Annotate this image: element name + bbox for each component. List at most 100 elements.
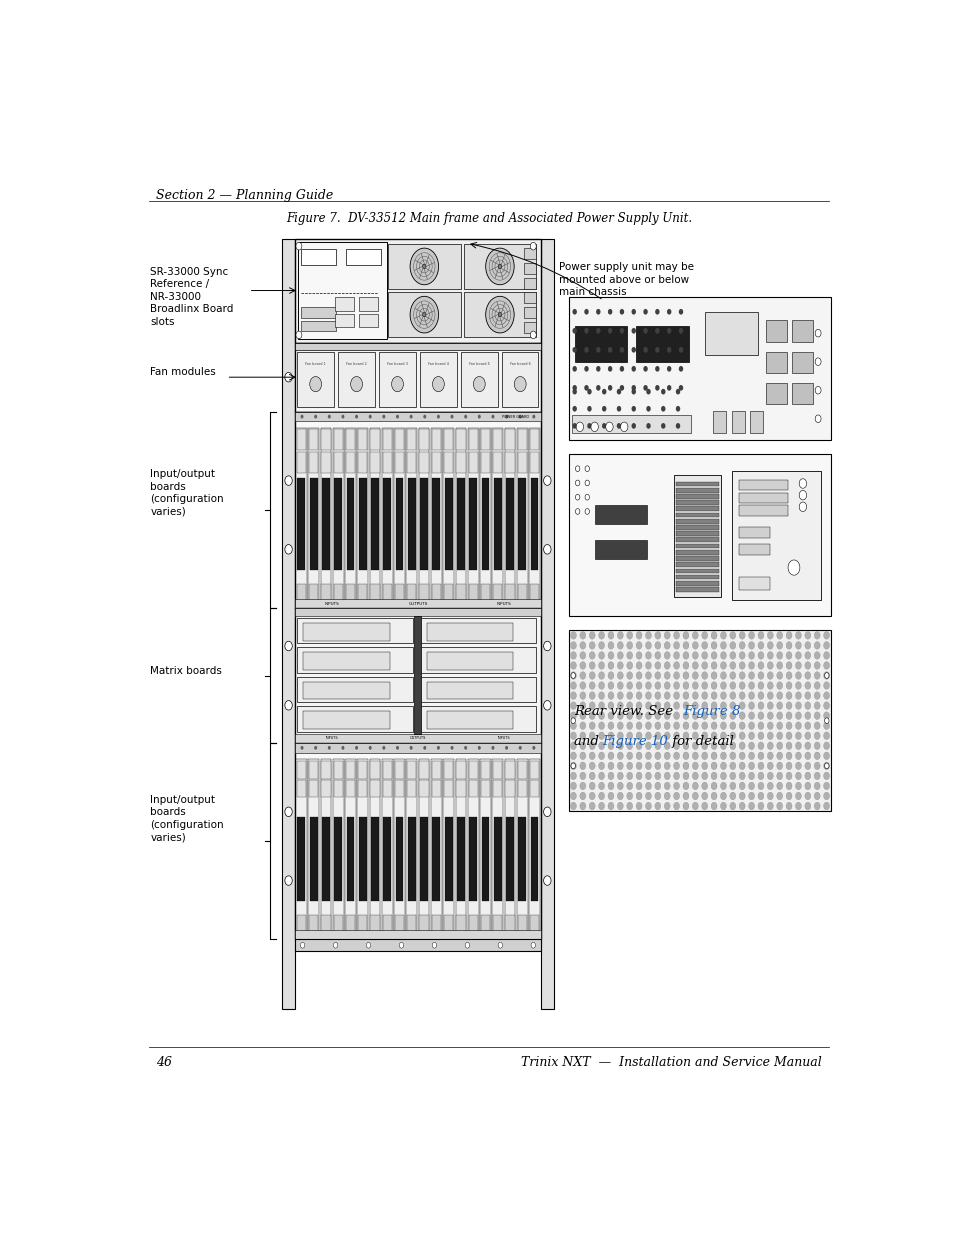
Bar bbox=[494, 478, 501, 569]
Bar bbox=[493, 429, 502, 450]
Circle shape bbox=[497, 312, 501, 317]
Circle shape bbox=[626, 752, 632, 760]
Circle shape bbox=[748, 672, 754, 679]
Circle shape bbox=[295, 242, 301, 249]
Circle shape bbox=[739, 682, 744, 689]
Circle shape bbox=[504, 415, 508, 419]
Circle shape bbox=[710, 711, 717, 720]
Bar bbox=[501, 352, 537, 408]
Circle shape bbox=[663, 672, 669, 679]
Circle shape bbox=[785, 722, 791, 730]
Circle shape bbox=[572, 347, 577, 353]
Circle shape bbox=[682, 682, 688, 689]
Circle shape bbox=[596, 366, 599, 372]
Circle shape bbox=[570, 662, 576, 669]
Circle shape bbox=[626, 803, 632, 810]
Circle shape bbox=[710, 662, 717, 669]
Circle shape bbox=[436, 415, 439, 419]
Bar bbox=[676, 494, 718, 499]
Circle shape bbox=[766, 722, 773, 730]
Circle shape bbox=[607, 711, 614, 720]
Circle shape bbox=[579, 682, 585, 689]
Bar bbox=[297, 618, 413, 643]
Circle shape bbox=[382, 746, 385, 750]
Bar bbox=[335, 298, 355, 311]
Text: Input/output
boards
(configuration
varies): Input/output boards (configuration varie… bbox=[151, 795, 224, 842]
Circle shape bbox=[485, 296, 514, 333]
Circle shape bbox=[589, 652, 595, 659]
Circle shape bbox=[758, 662, 763, 669]
Circle shape bbox=[477, 746, 480, 750]
Circle shape bbox=[631, 406, 636, 411]
Circle shape bbox=[617, 662, 622, 669]
Circle shape bbox=[655, 309, 659, 315]
Circle shape bbox=[543, 545, 551, 555]
Circle shape bbox=[776, 742, 781, 750]
Circle shape bbox=[701, 692, 707, 699]
Bar bbox=[529, 452, 538, 473]
Circle shape bbox=[813, 631, 820, 640]
Circle shape bbox=[619, 385, 623, 390]
Circle shape bbox=[739, 642, 744, 650]
Circle shape bbox=[701, 631, 707, 640]
Circle shape bbox=[748, 711, 754, 720]
Circle shape bbox=[654, 682, 660, 689]
Bar bbox=[408, 478, 416, 569]
Bar bbox=[568, 454, 830, 616]
Bar bbox=[574, 326, 626, 362]
Text: OUTPUTS: OUTPUTS bbox=[408, 601, 427, 605]
Bar bbox=[407, 584, 416, 601]
Circle shape bbox=[645, 692, 651, 699]
Circle shape bbox=[598, 711, 604, 720]
Circle shape bbox=[636, 762, 641, 769]
Circle shape bbox=[601, 424, 606, 429]
Bar bbox=[358, 298, 378, 311]
Bar bbox=[298, 242, 386, 338]
Circle shape bbox=[314, 415, 316, 419]
Bar bbox=[296, 915, 306, 932]
Bar bbox=[530, 478, 537, 569]
Circle shape bbox=[589, 772, 595, 779]
Text: 46: 46 bbox=[156, 1056, 172, 1070]
Circle shape bbox=[518, 415, 521, 419]
Circle shape bbox=[748, 803, 754, 810]
Circle shape bbox=[607, 742, 614, 750]
Circle shape bbox=[795, 762, 801, 769]
Bar bbox=[517, 429, 527, 604]
Circle shape bbox=[666, 385, 671, 390]
Circle shape bbox=[692, 652, 698, 659]
Circle shape bbox=[666, 347, 671, 353]
Bar bbox=[443, 452, 453, 473]
Circle shape bbox=[579, 662, 585, 669]
Circle shape bbox=[776, 762, 781, 769]
Bar bbox=[463, 293, 536, 337]
Bar bbox=[432, 779, 440, 797]
Circle shape bbox=[584, 466, 589, 472]
Circle shape bbox=[804, 662, 810, 669]
Bar bbox=[382, 584, 392, 601]
Circle shape bbox=[654, 772, 660, 779]
Circle shape bbox=[758, 792, 763, 800]
Circle shape bbox=[518, 746, 521, 750]
Bar bbox=[345, 452, 355, 473]
Circle shape bbox=[636, 662, 641, 669]
Bar bbox=[383, 816, 391, 900]
Circle shape bbox=[682, 711, 688, 720]
Circle shape bbox=[822, 711, 829, 720]
Circle shape bbox=[589, 631, 595, 640]
Circle shape bbox=[607, 803, 614, 810]
Circle shape bbox=[570, 722, 576, 730]
Circle shape bbox=[626, 762, 632, 769]
Circle shape bbox=[587, 406, 591, 411]
Bar bbox=[493, 915, 502, 932]
Circle shape bbox=[701, 652, 707, 659]
Circle shape bbox=[570, 772, 576, 779]
Bar bbox=[309, 584, 318, 601]
Circle shape bbox=[285, 806, 292, 816]
Bar bbox=[676, 531, 718, 536]
Circle shape bbox=[739, 701, 744, 709]
Circle shape bbox=[682, 732, 688, 740]
Bar bbox=[420, 706, 536, 731]
Circle shape bbox=[739, 762, 744, 769]
Circle shape bbox=[720, 762, 725, 769]
